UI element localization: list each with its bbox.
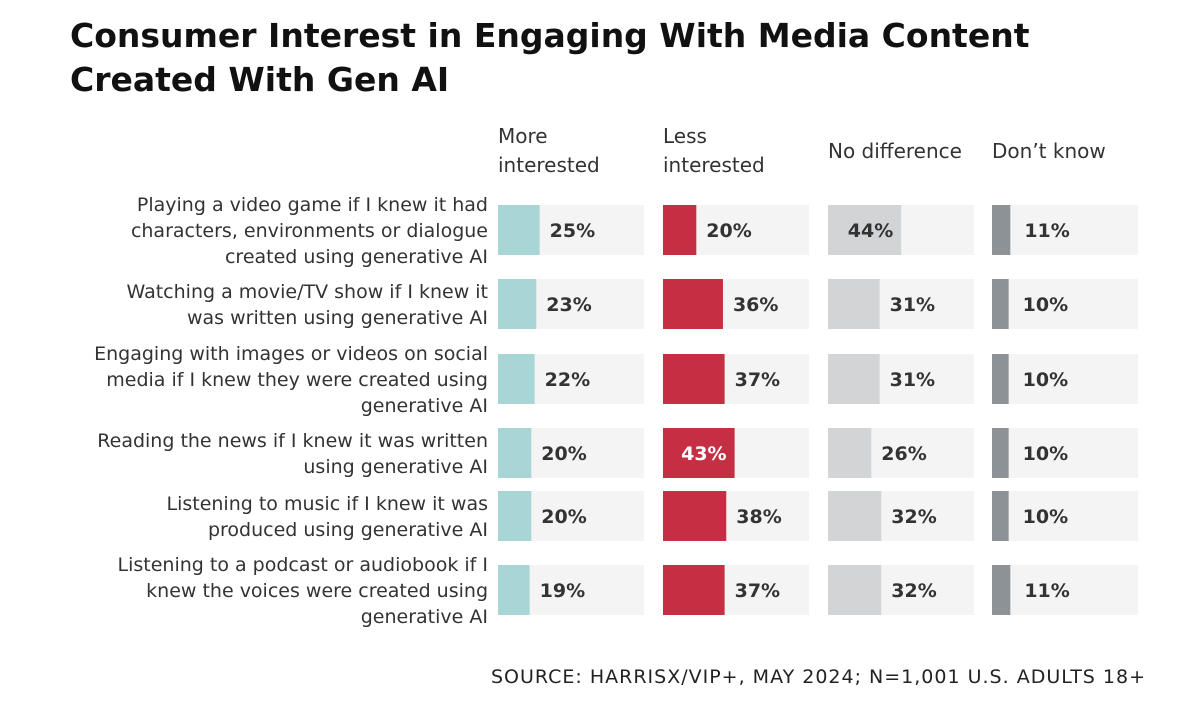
data-label-more-interested: 25% [550,220,595,242]
bar-no-difference [828,565,882,615]
data-label-less-interested: 37% [735,369,780,391]
category-label-line: Engaging with images or videos on social [94,343,488,365]
category-label-line: knew the voices were created using [146,580,488,602]
data-label-less-interested: 36% [733,294,778,316]
data-label-no-difference: 31% [890,369,935,391]
category-label-line: Listening to music if I knew it was [166,493,488,515]
legend-less-interested-line: Less [663,124,707,148]
data-label-dont-know: 11% [1024,580,1069,602]
legend-dont-know-line: Don’t know [992,139,1106,163]
data-label-dont-know: 10% [1023,369,1068,391]
bar-dont-know [992,491,1009,541]
bar-track-dont-know [992,565,1138,615]
category-label-line: Reading the news if I knew it was writte… [97,430,488,452]
category-label-line: Watching a movie/TV show if I knew it [127,281,488,303]
legend-more-interested-line: More [498,124,548,148]
bar-no-difference [828,205,902,255]
data-label-no-difference: 32% [891,506,936,528]
bar-more-interested [498,279,537,329]
category-label-line: produced using generative AI [208,519,488,541]
bar-track-dont-know [992,279,1138,329]
data-label-less-interested: 20% [706,220,751,242]
bar-more-interested [498,565,530,615]
bar-no-difference [828,491,882,541]
data-label-less-interested: 38% [736,506,781,528]
data-label-no-difference: 32% [891,580,936,602]
data-label-less-interested: 43% [681,443,726,465]
category-label-line: generative AI [361,395,488,417]
bar-less-interested [663,565,725,615]
data-label-no-difference: 44% [848,220,893,242]
source-note: SOURCE: HARRISX/VIP+, MAY 2024; N=1,001 … [490,666,1146,688]
bar-more-interested [498,205,540,255]
data-label-dont-know: 10% [1023,443,1068,465]
bar-dont-know [992,428,1009,478]
category-label-line: was written using generative AI [187,307,488,329]
bar-no-difference [828,354,880,404]
bar-no-difference [828,279,880,329]
data-label-no-difference: 31% [890,294,935,316]
bar-dont-know [992,205,1011,255]
category-label-line: created using generative AI [225,246,488,268]
chart-title: Consumer Interest in Engaging With Media… [70,16,1030,99]
data-label-less-interested: 37% [735,580,780,602]
category-label-line: generative AI [361,606,488,628]
data-label-more-interested: 20% [541,443,586,465]
bar-less-interested [663,491,727,541]
bar-less-interested [663,279,723,329]
legend-less-interested-line: interested [663,153,765,177]
legend-no-difference-line: No difference [828,139,962,163]
data-label-no-difference: 26% [881,443,926,465]
category-label-line: using generative AI [303,456,488,478]
bar-track-dont-know [992,428,1138,478]
bar-more-interested [498,354,535,404]
bar-dont-know [992,354,1009,404]
bar-track-dont-know [992,354,1138,404]
bar-chart: More interested Less interested No differenc… [94,124,1138,628]
bar-track-dont-know [992,491,1138,541]
bar-less-interested [663,205,697,255]
data-label-more-interested: 23% [546,294,591,316]
data-label-dont-know: 10% [1023,506,1068,528]
data-label-more-interested: 20% [541,506,586,528]
category-label-line: Listening to a podcast or audiobook if I [118,554,488,576]
bar-no-difference [828,428,872,478]
bar-dont-know [992,279,1009,329]
category-label-line: Playing a video game if I knew it had [137,194,488,216]
bar-more-interested [498,491,532,541]
bar-dont-know [992,565,1011,615]
category-label-line: characters, environments or dialogue [131,220,488,242]
bar-less-interested [663,354,725,404]
category-label-line: media if I knew they were created using [106,369,488,391]
data-label-dont-know: 10% [1023,294,1068,316]
data-label-dont-know: 11% [1024,220,1069,242]
data-label-more-interested: 19% [540,580,585,602]
legend-more-interested-line: interested [498,153,600,177]
bar-track-dont-know [992,205,1138,255]
data-label-more-interested: 22% [545,369,590,391]
bar-less-interested [663,428,735,478]
bar-more-interested [498,428,532,478]
